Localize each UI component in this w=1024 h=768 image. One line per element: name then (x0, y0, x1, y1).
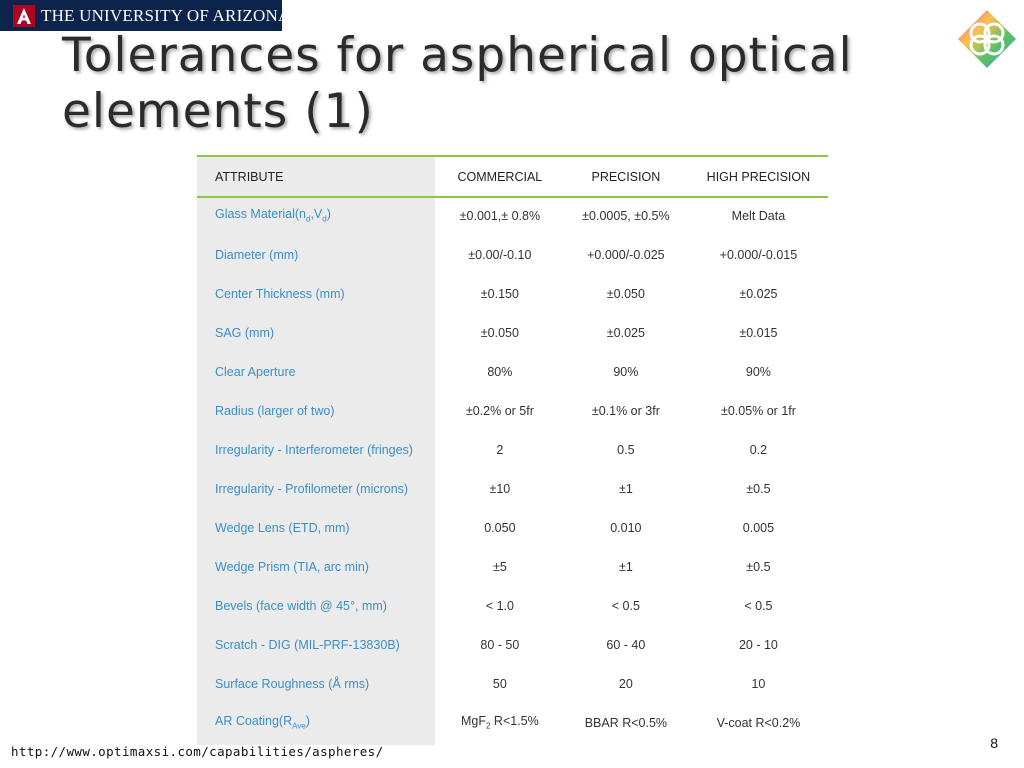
attribute-cell: Irregularity - Profilometer (microns) (215, 481, 409, 496)
commercial-cell: MgF2 R<1.5% (461, 714, 539, 731)
interlocked-rings-diamond-icon (956, 8, 1018, 70)
high-precision-cell: 0.2 (749, 442, 768, 457)
high-precision-cell: ±0.5 (746, 559, 771, 574)
attribute-cell: Clear Aperture (215, 364, 296, 379)
table-row: Surface Roughness (Å rms) 50 20 10 (197, 664, 828, 703)
commercial-cell: ±0.050 (480, 325, 519, 340)
commercial-cell: 2 (496, 442, 504, 457)
table-row: Center Thickness (mm) ±0.150 ±0.050 ±0.0… (197, 274, 828, 313)
commercial-cell: ±5 (492, 559, 507, 574)
page-number: 8 (990, 735, 998, 751)
attribute-cell: Scratch - DIG (MIL-PRF-13830B) (215, 637, 400, 652)
precision-cell: 60 - 40 (606, 637, 646, 652)
commercial-cell: ±0.00/-0.10 (468, 247, 532, 262)
precision-cell: < 0.5 (611, 598, 640, 613)
high-precision-cell: 90% (745, 364, 771, 379)
table-top-rule (197, 155, 828, 157)
commercial-cell: ±0.2% or 5fr (465, 403, 534, 418)
table-row: SAG (mm) ±0.050 ±0.025 ±0.015 (197, 313, 828, 352)
high-precision-cell: < 0.5 (744, 598, 773, 613)
attribute-cell: Wedge Prism (TIA, arc min) (215, 559, 369, 574)
high-precision-cell: 0.005 (742, 520, 775, 535)
table-row: Wedge Prism (TIA, arc min) ±5 ±1 ±0.5 (197, 547, 828, 586)
high-precision-cell: Melt Data (731, 208, 786, 223)
slide-title: Tolerances for aspherical optical elemen… (62, 28, 853, 139)
attribute-cell: Glass Material(nd,Vd) (215, 207, 331, 224)
attribute-cell: Center Thickness (mm) (215, 286, 345, 301)
table-row: Diameter (mm) ±0.00/-0.10 +0.000/-0.025 … (197, 235, 828, 274)
precision-cell: 0.5 (617, 442, 635, 457)
attribute-cell: Irregularity - Interferometer (fringes) (215, 442, 413, 457)
table-row: Clear Aperture 80% 90% 90% (197, 352, 828, 391)
table-row: Scratch - DIG (MIL-PRF-13830B) 80 - 50 6… (197, 625, 828, 664)
column-header-attribute: ATTRIBUTE (215, 169, 284, 184)
table-row: Radius (larger of two) ±0.2% or 5fr ±0.1… (197, 391, 828, 430)
attribute-cell: Surface Roughness (Å rms) (215, 676, 370, 691)
source-link[interactable]: http://www.optimaxsi.com/capabilities/as… (11, 744, 384, 759)
table-row: Wedge Lens (ETD, mm) 0.050 0.010 0.005 (197, 508, 828, 547)
commercial-cell: 0.050 (484, 520, 516, 535)
table-row: Bevels (face width @ 45°, mm) < 1.0 < 0.… (197, 586, 828, 625)
high-precision-cell: V-coat R<0.2% (716, 715, 801, 730)
attribute-cell: Bevels (face width @ 45°, mm) (215, 598, 387, 613)
commercial-cell: ±10 (489, 481, 511, 496)
commercial-cell: 50 (492, 676, 507, 691)
commercial-cell: 80% (487, 364, 513, 379)
university-name: THE UNIVERSITY OF ARIZONA® (41, 5, 304, 25)
high-precision-cell: ±0.015 (739, 325, 778, 340)
attribute-cell: Diameter (mm) (215, 247, 299, 262)
attribute-cell: Radius (larger of two) (215, 403, 335, 418)
high-precision-cell: ±0.025 (739, 286, 778, 301)
table-header-rule (197, 196, 828, 198)
precision-cell: ±0.1% or 3fr (591, 403, 660, 418)
table-row: AR Coating(RAve) MgF2 R<1.5% BBAR R<0.5%… (197, 703, 828, 742)
high-precision-cell: +0.000/-0.015 (719, 247, 798, 262)
commercial-cell: 80 - 50 (480, 637, 520, 652)
precision-cell: ±0.050 (606, 286, 645, 301)
precision-cell: 90% (613, 364, 639, 379)
table-header-row: ATTRIBUTE COMMERCIAL PRECISION HIGH PREC… (197, 157, 828, 196)
precision-cell: ±1 (618, 481, 633, 496)
precision-cell: ±0.0005, ±0.5% (582, 208, 670, 223)
attribute-column-background (197, 155, 435, 745)
tolerances-table: ATTRIBUTE COMMERCIAL PRECISION HIGH PREC… (197, 155, 828, 745)
column-header-precision: PRECISION (591, 169, 661, 184)
commercial-cell: < 1.0 (485, 598, 514, 613)
table-row: Irregularity - Interferometer (fringes) … (197, 430, 828, 469)
column-header-commercial: COMMERCIAL (457, 169, 543, 184)
precision-cell: ±0.025 (606, 325, 645, 340)
ua-block-a-icon (13, 4, 35, 27)
table-row: Glass Material(nd,Vd) ±0.001,± 0.8% ±0.0… (197, 196, 828, 235)
column-header-high-precision: HIGH PRECISION (706, 169, 811, 184)
high-precision-cell: 20 - 10 (738, 637, 778, 652)
precision-cell: 0.010 (610, 520, 642, 535)
commercial-cell: ±0.001,± 0.8% (459, 208, 541, 223)
high-precision-cell: 10 (751, 676, 766, 691)
university-banner: THE UNIVERSITY OF ARIZONA® (0, 0, 303, 31)
precision-cell: ±1 (618, 559, 633, 574)
tolerance-grid: ATTRIBUTE COMMERCIAL PRECISION HIGH PREC… (197, 157, 828, 742)
attribute-cell: Wedge Lens (ETD, mm) (215, 520, 350, 535)
precision-cell: +0.000/-0.025 (587, 247, 665, 262)
attribute-cell: AR Coating(RAve) (215, 714, 310, 731)
precision-cell: 20 (618, 676, 633, 691)
table-row: Irregularity - Profilometer (microns) ±1… (197, 469, 828, 508)
high-precision-cell: ±0.05% or 1fr (720, 403, 796, 418)
precision-cell: BBAR R<0.5% (584, 715, 668, 730)
attribute-cell: SAG (mm) (215, 325, 275, 340)
commercial-cell: ±0.150 (480, 286, 519, 301)
high-precision-cell: ±0.5 (746, 481, 771, 496)
